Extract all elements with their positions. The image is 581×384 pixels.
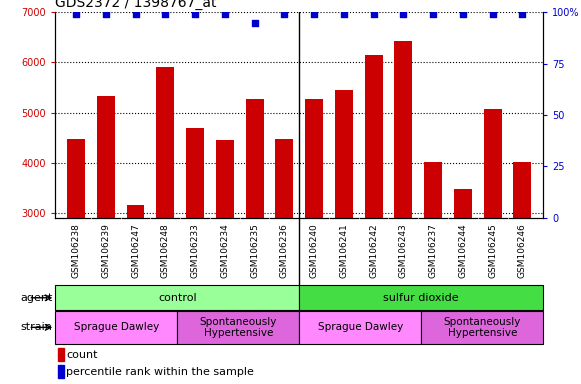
Bar [421,311,543,344]
Bar [186,127,204,218]
Bar [216,140,234,218]
Bar [514,162,532,218]
Bar [97,96,114,218]
Point [458,11,468,17]
Bar [275,139,293,218]
Bar [67,139,85,218]
Text: control: control [158,293,196,303]
Bar [55,285,299,310]
Bar [454,189,472,218]
Point [220,11,229,17]
Text: GSM106238: GSM106238 [71,223,81,278]
Text: GSM106237: GSM106237 [429,223,437,278]
Bar [127,205,145,218]
Text: strain: strain [21,322,53,333]
Text: agent: agent [20,293,53,303]
Text: count: count [66,350,98,360]
Text: GSM106248: GSM106248 [161,223,170,278]
Point [101,11,110,17]
Bar [299,285,543,310]
Point [310,11,319,17]
Text: GSM106235: GSM106235 [250,223,259,278]
Bar [58,365,64,379]
Bar [58,348,64,361]
Text: GDS2372 / 1398767_at: GDS2372 / 1398767_at [55,0,217,10]
Point [250,20,259,26]
Bar [484,109,501,218]
Bar [156,68,174,218]
Text: GSM106247: GSM106247 [131,223,140,278]
Bar [394,41,413,218]
Text: GSM106246: GSM106246 [518,223,527,278]
Bar [246,99,264,218]
Point [488,11,497,17]
Bar [55,311,177,344]
Point [191,11,200,17]
Text: GSM106244: GSM106244 [458,223,467,278]
Text: Sprague Dawley: Sprague Dawley [318,322,403,333]
Point [399,11,408,17]
Text: Sprague Dawley: Sprague Dawley [74,322,159,333]
Point [339,11,349,17]
Bar [424,162,442,218]
Text: Spontaneously
Hypertensive: Spontaneously Hypertensive [443,316,521,338]
Text: GSM106241: GSM106241 [339,223,349,278]
Text: GSM106240: GSM106240 [310,223,318,278]
Text: Spontaneously
Hypertensive: Spontaneously Hypertensive [199,316,277,338]
Point [161,11,170,17]
Text: GSM106233: GSM106233 [191,223,199,278]
Bar [365,55,382,218]
Text: GSM106243: GSM106243 [399,223,408,278]
Text: GSM106236: GSM106236 [280,223,289,278]
Bar [177,311,299,344]
Text: percentile rank within the sample: percentile rank within the sample [66,367,254,377]
Text: GSM106234: GSM106234 [220,223,229,278]
Point [369,11,378,17]
Point [279,11,289,17]
Point [518,11,527,17]
Bar [299,311,421,344]
Text: GSM106245: GSM106245 [488,223,497,278]
Bar [335,90,353,218]
Point [71,11,81,17]
Bar [305,99,323,218]
Point [131,11,140,17]
Text: sulfur dioxide: sulfur dioxide [383,293,459,303]
Point [428,11,437,17]
Text: GSM106242: GSM106242 [369,223,378,278]
Text: GSM106239: GSM106239 [101,223,110,278]
